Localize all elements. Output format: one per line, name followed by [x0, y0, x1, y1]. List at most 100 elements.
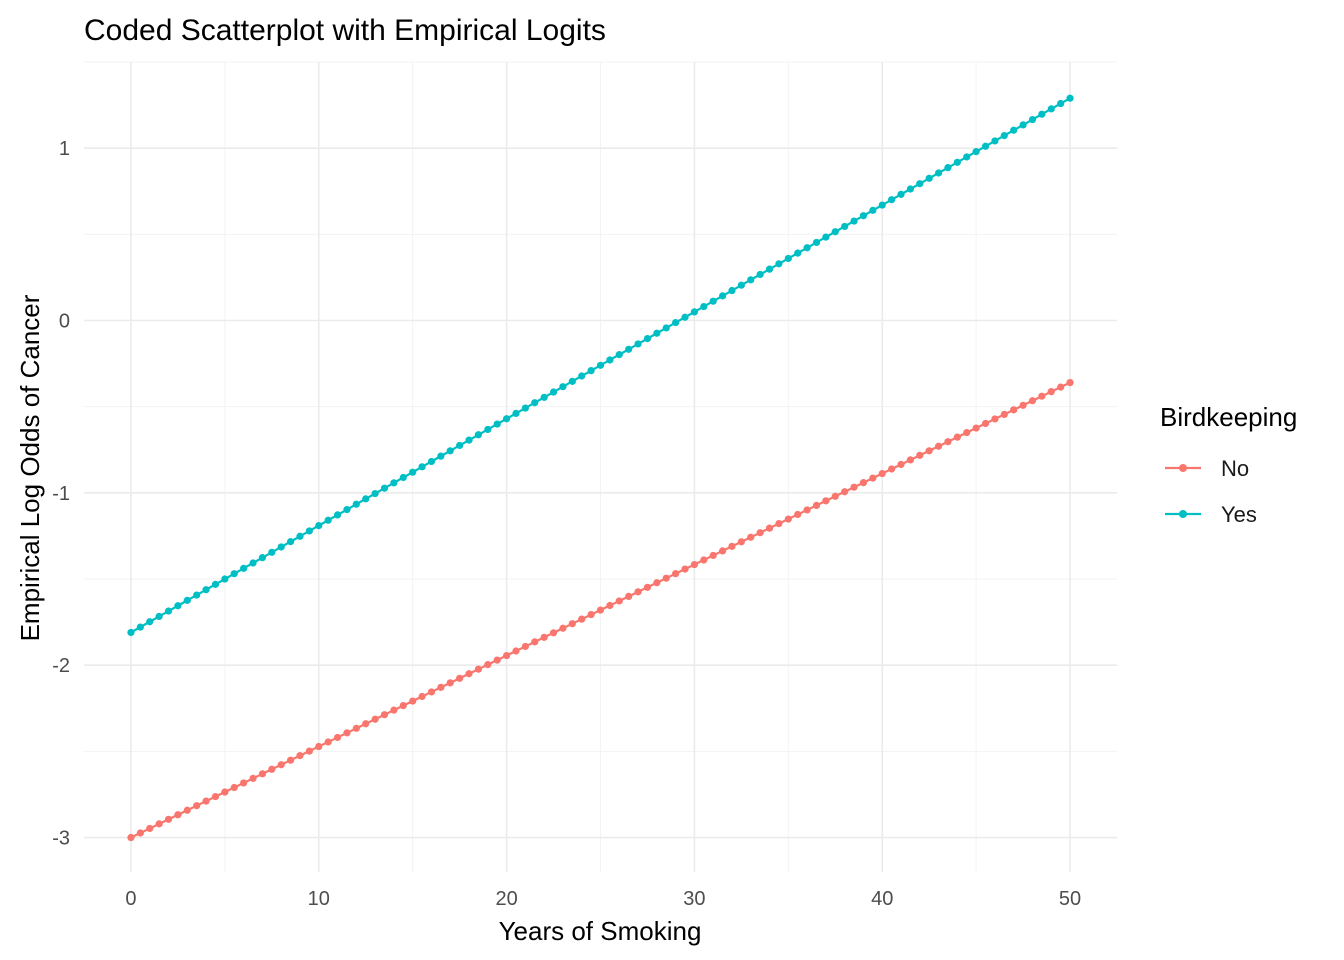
data-point — [371, 489, 379, 498]
data-point — [521, 642, 529, 651]
data-point — [230, 570, 238, 578]
data-point — [587, 610, 595, 619]
legend-item-yes: Yes — [1165, 502, 1257, 527]
data-point — [315, 742, 323, 751]
legend-item-no: No — [1165, 456, 1249, 481]
data-point — [296, 532, 304, 540]
data-point — [502, 651, 511, 660]
data-point — [709, 297, 717, 305]
data-point — [399, 701, 407, 710]
data-point — [831, 492, 839, 500]
data-point — [418, 463, 426, 471]
data-point — [465, 670, 473, 678]
data-point — [512, 647, 520, 655]
x-tick-label: 10 — [308, 888, 330, 910]
data-point — [146, 618, 154, 626]
data-point — [390, 479, 398, 487]
data-point — [615, 351, 623, 359]
data-point — [859, 479, 868, 487]
data-point — [324, 516, 332, 524]
data-point — [1000, 410, 1008, 419]
data-point — [850, 483, 858, 491]
data-point — [333, 511, 342, 519]
data-point — [1047, 105, 1055, 113]
data-point — [446, 679, 454, 687]
data-point — [174, 602, 182, 610]
data-point — [1028, 397, 1037, 405]
data-point — [380, 484, 389, 492]
data-point — [352, 500, 360, 508]
data-point — [211, 580, 220, 588]
data-point — [747, 276, 755, 284]
data-point — [991, 137, 999, 145]
data-point — [362, 720, 370, 728]
data-point — [493, 656, 501, 664]
data-point — [578, 372, 586, 380]
data-point — [1000, 131, 1008, 140]
data-point — [841, 222, 849, 231]
data-point — [568, 620, 576, 628]
data-point — [427, 688, 436, 696]
data-point — [690, 560, 699, 569]
legend-label: Yes — [1221, 502, 1257, 527]
data-point — [934, 169, 943, 177]
x-tick-label: 0 — [125, 888, 136, 910]
data-point — [737, 538, 745, 546]
data-point — [287, 538, 295, 546]
data-point — [869, 206, 877, 214]
data-point — [728, 286, 736, 295]
legend: Birdkeeping No Yes — [1160, 402, 1297, 527]
data-point — [164, 607, 173, 615]
data-point — [784, 515, 792, 523]
data-point — [888, 465, 896, 473]
data-point — [324, 738, 332, 746]
data-point — [531, 399, 539, 407]
data-point — [1038, 110, 1046, 118]
data-point — [502, 415, 511, 423]
x-axis-title: Years of Smoking — [499, 916, 702, 946]
data-point — [916, 451, 924, 459]
data-point — [287, 756, 295, 764]
x-tick-label: 50 — [1059, 888, 1081, 910]
data-point — [756, 270, 764, 279]
data-point — [1028, 115, 1037, 124]
data-point — [1019, 121, 1027, 129]
data-point — [315, 521, 323, 530]
data-point — [446, 447, 454, 455]
data-point — [888, 196, 896, 204]
data-point — [1057, 383, 1065, 391]
data-point — [747, 533, 755, 541]
data-point — [878, 201, 886, 209]
y-axis-title: Empirical Log Odds of Cancer — [15, 294, 45, 641]
data-point — [587, 367, 595, 375]
data-point — [409, 468, 417, 476]
data-point — [258, 554, 267, 562]
data-point — [878, 469, 886, 478]
data-point — [934, 442, 943, 450]
data-point — [803, 244, 811, 252]
data-point — [258, 770, 267, 778]
data-point — [794, 249, 802, 257]
data-point — [362, 495, 370, 503]
data-point — [681, 565, 689, 573]
data-point — [803, 506, 811, 514]
data-point — [681, 313, 689, 321]
data-point — [897, 190, 905, 198]
plot-series — [127, 94, 1074, 842]
data-point — [634, 588, 642, 596]
data-point — [249, 774, 257, 782]
data-point — [1010, 406, 1018, 414]
data-point — [709, 551, 717, 560]
y-axis-ticks: -3 -2 -1 0 1 — [52, 138, 70, 849]
data-point — [784, 254, 792, 263]
data-point — [221, 575, 229, 583]
data-point — [981, 419, 990, 428]
x-tick-label: 20 — [495, 888, 517, 910]
data-point — [540, 633, 548, 641]
data-point — [596, 606, 605, 614]
data-point — [756, 529, 764, 537]
x-tick-label: 30 — [683, 888, 705, 910]
data-point — [662, 324, 670, 332]
data-point — [437, 683, 445, 691]
